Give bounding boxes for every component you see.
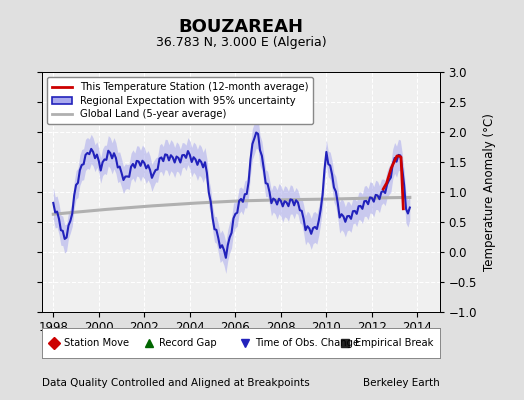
Text: Berkeley Earth: Berkeley Earth — [364, 378, 440, 388]
Text: 36.783 N, 3.000 E (Algeria): 36.783 N, 3.000 E (Algeria) — [156, 36, 326, 49]
Text: Time of Obs. Change: Time of Obs. Change — [255, 338, 359, 348]
Text: Empirical Break: Empirical Break — [355, 338, 433, 348]
Text: Data Quality Controlled and Aligned at Breakpoints: Data Quality Controlled and Aligned at B… — [42, 378, 310, 388]
Text: BOUZAREAH: BOUZAREAH — [179, 18, 303, 36]
Y-axis label: Temperature Anomaly (°C): Temperature Anomaly (°C) — [483, 113, 496, 271]
Text: Station Move: Station Move — [64, 338, 129, 348]
Legend: This Temperature Station (12-month average), Regional Expectation with 95% uncer: This Temperature Station (12-month avera… — [47, 77, 313, 124]
Text: Record Gap: Record Gap — [159, 338, 217, 348]
